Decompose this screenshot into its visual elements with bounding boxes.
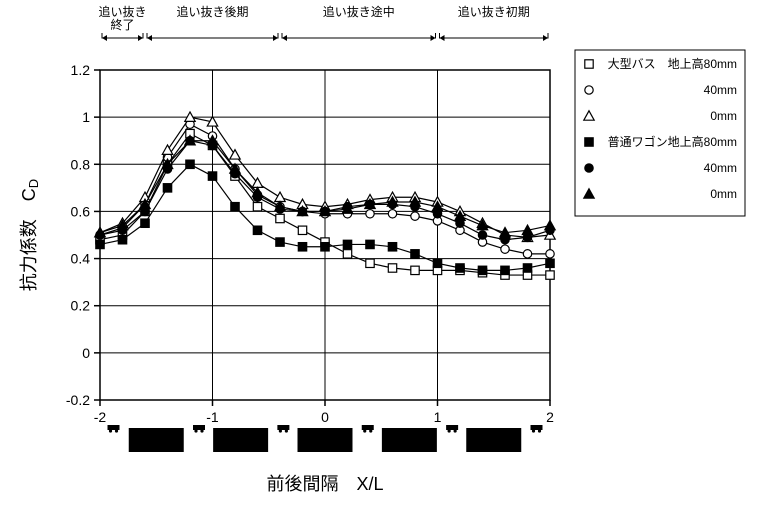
legend-label: 大型バス 地上高80mm [608,56,737,71]
phase-label: 追い抜き [98,4,146,19]
svg-text:0.4: 0.4 [71,251,91,267]
svg-text:0: 0 [82,345,90,361]
phase-label: 追い抜き初期 [458,4,530,19]
svg-text:1: 1 [434,409,442,425]
legend-label: 40mm [704,83,737,97]
svg-text:終了: 終了 [110,17,134,32]
legend: 大型バス 地上高80mm 40mm 0mm 普通ワゴン地上高80mm 40mm 0mm [575,50,745,216]
legend-label: 0mm [710,109,737,123]
svg-text:2: 2 [546,409,554,425]
chart-root: 追い抜き終了 追い抜き後期 追い抜き途中 追い抜き初期 -2 -1 0 1 2 -0.2 0 0.2 0… [0,0,762,506]
x-axis-label: 前後間隔 X/L [266,474,383,494]
snapshot-row [108,425,543,452]
phase-label: 追い抜き後期 [176,4,248,19]
svg-text:-2: -2 [94,409,107,425]
y-axis-label: 抗力係数 CD [19,179,41,291]
svg-text:-1: -1 [206,409,219,425]
svg-text:0: 0 [321,409,329,425]
svg-text:0.2: 0.2 [71,298,91,314]
svg-text:0.8: 0.8 [71,156,91,172]
svg-text:-0.2: -0.2 [66,392,90,408]
svg-text:1: 1 [82,109,90,125]
legend-label: 普通ワゴン地上高80mm [608,134,737,149]
phase-label: 追い抜き途中 [323,4,395,19]
legend-label: 0mm [710,187,737,201]
legend-label: 40mm [704,161,737,175]
svg-text:0.6: 0.6 [71,203,91,219]
svg-text:1.2: 1.2 [71,62,91,78]
